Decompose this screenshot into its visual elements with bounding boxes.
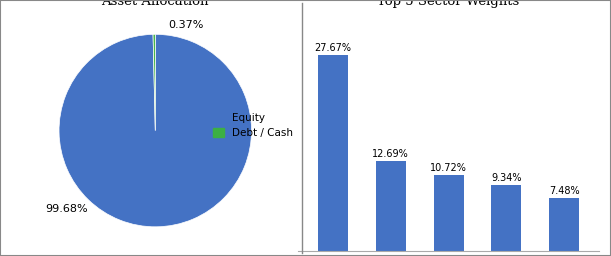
Title: Asset Allocation: Asset Allocation	[101, 0, 209, 8]
Bar	[376, 161, 406, 251]
Bar	[434, 175, 464, 251]
Text: 0.37%: 0.37%	[169, 20, 204, 30]
Bar	[491, 185, 521, 251]
Text: 7.48%: 7.48%	[549, 186, 579, 196]
Text: 10.72%: 10.72%	[430, 163, 467, 173]
Wedge shape	[59, 34, 252, 227]
Legend: Equity, Debt / Cash: Equity, Debt / Cash	[213, 113, 293, 138]
Text: 27.67%: 27.67%	[315, 43, 351, 53]
Text: 12.69%: 12.69%	[373, 149, 409, 159]
Text: 99.68%: 99.68%	[45, 205, 88, 215]
Bar	[318, 55, 348, 251]
Text: 9.34%: 9.34%	[491, 173, 522, 183]
Wedge shape	[153, 34, 155, 131]
Title: Top 5 Sector Weights: Top 5 Sector Weights	[378, 0, 520, 8]
Bar	[549, 198, 579, 251]
